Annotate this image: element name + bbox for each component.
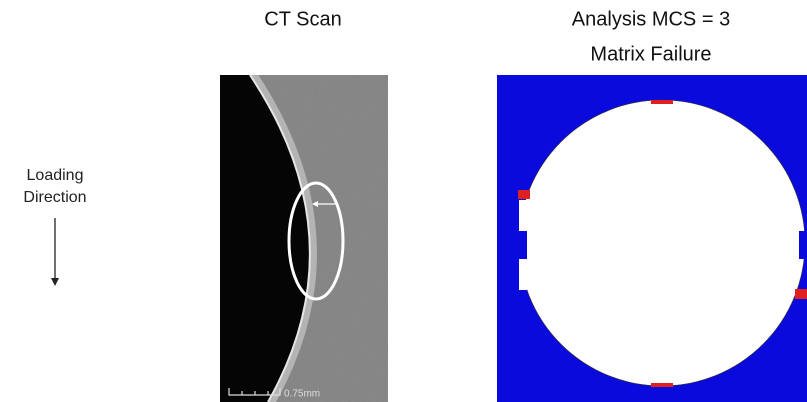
ct-image: 0.75mm bbox=[220, 75, 388, 402]
failure-mark bbox=[651, 383, 673, 387]
failure-mark bbox=[518, 190, 530, 199]
figure: Loading Direction CT Scan 0.75mm Analysi… bbox=[0, 0, 807, 402]
loading-label: Loading bbox=[27, 167, 84, 184]
panel-title: Analysis MCS = 3 bbox=[572, 8, 730, 30]
figure-canvas: Loading Direction CT Scan 0.75mm Analysi… bbox=[0, 0, 807, 402]
panel-title: CT Scan bbox=[264, 8, 341, 30]
hole bbox=[519, 100, 805, 386]
edge-cut bbox=[497, 195, 519, 295]
notch-right bbox=[799, 231, 807, 259]
scale-label: 0.75mm bbox=[284, 389, 320, 400]
notch-left bbox=[519, 231, 527, 259]
panel-subtitle: Matrix Failure bbox=[590, 43, 711, 65]
failure-mark bbox=[651, 100, 673, 104]
failure-mark bbox=[795, 289, 807, 299]
arrow-head bbox=[51, 278, 59, 286]
loading-label: Direction bbox=[23, 189, 86, 206]
